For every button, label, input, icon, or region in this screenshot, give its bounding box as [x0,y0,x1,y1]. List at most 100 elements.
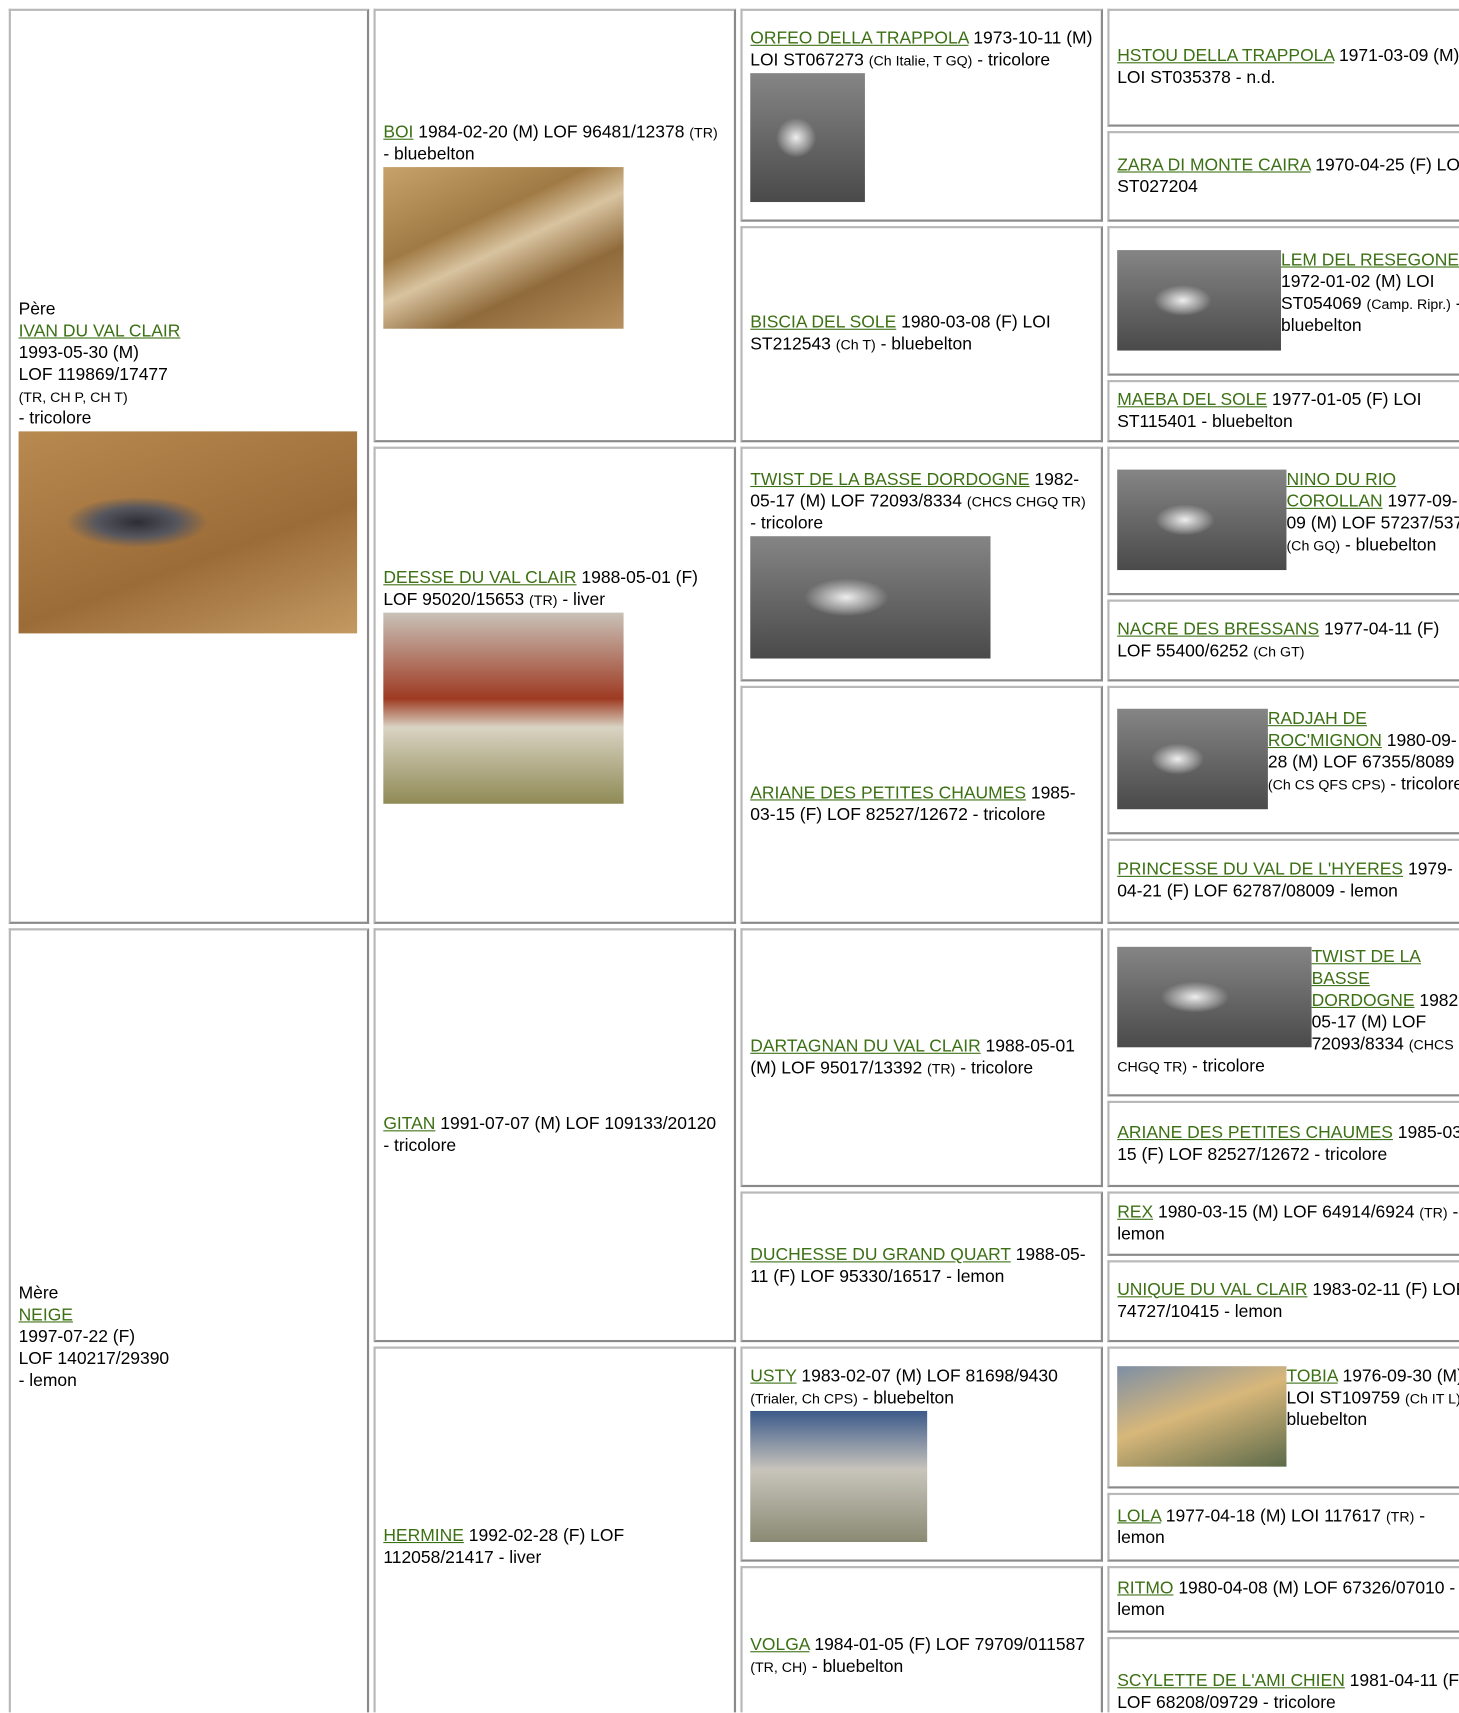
dog-details: 1992-02-28 (F) LOF 112058/21417 - liver [383,1526,625,1567]
dog-entry: DUCHESSE DU GRAND QUART 1988-05-11 (F) L… [750,1245,1093,1289]
dog-name-link[interactable]: NEIGE [18,1306,73,1325]
dog-name-link[interactable]: TWIST DE LA BASSE DORDOGNE [750,470,1030,490]
dog-details: - bluebelton [1344,536,1437,555]
dog-name-link[interactable]: ZARA DI MONTE CAIRA [1117,155,1311,175]
dog-name-link[interactable]: TOBIA [1286,1367,1338,1386]
dog-name-link[interactable]: RITMO [1117,1578,1174,1598]
dog-details: 1976-09-30 (M) LOI ST109759 [1286,1367,1459,1408]
dog-details: 1982-05-17 (M) LOF 72093/8334 [750,470,1080,512]
dog-details: 1979-04-21 (F) LOF 62787/08009 - lemon [1117,860,1453,901]
dog-entry: BOI 1984-02-20 (M) LOF 96481/12378 (TR) … [383,122,726,329]
dog-details: 1985-03-15 (F) LOF 82527/12672 - tricolo… [1117,1123,1459,1164]
dog-details: 1988-05-01 (F) LOF 95020/15653 [383,568,698,609]
dog-photo [1117,1366,1287,1467]
dog-details: - lemon [18,1371,77,1391]
dog-titles: (Ch CS QFS CPS) [1267,776,1386,793]
dog-details: - lemon [1117,1202,1459,1244]
dog-entry: HERMINE 1992-02-28 (F) LOF 112058/21417 … [383,1525,726,1569]
pedigree-cell: TOBIA 1976-09-30 (M) LOI ST109759 (Ch IT… [1107,1346,1459,1489]
dog-name-link[interactable]: PRINCESSE DU VAL DE L'HYERES [1117,860,1404,880]
pedigree-cell: DARTAGNAN DU VAL CLAIR 1988-05-01 (M) LO… [740,928,1103,1188]
pedigree-cell: MAEBA DEL SOLE 1977-01-05 (F) LOI ST1154… [1107,380,1459,443]
pedigree-cell: VOLGA 1984-01-05 (F) LOF 79709/011587 (T… [740,1566,1103,1713]
pedigree-cell: ARIANE DES PETITES CHAUMES 1985-03-15 (F… [1107,1100,1459,1188]
dog-details: 1980-04-08 (M) LOF 67326/07010 - lemon [1117,1578,1456,1619]
dog-photo [1117,708,1268,810]
dog-details: - bluebelton [383,145,475,164]
dog-entry: ARIANE DES PETITES CHAUMES 1985-03-15 (F… [750,783,1093,827]
pedigree-cell: ORFEO DELLA TRAPPOLA 1973-10-11 (M) LOI … [740,8,1103,222]
dog-name-link[interactable]: RADJAH DE ROC'MIGNON [1267,709,1382,751]
dog-details: - tricolore [750,514,824,533]
dog-titles: (TR, CH) [750,1658,808,1676]
dog-name-link[interactable]: REX [1117,1202,1154,1222]
dog-entry: DEESSE DU VAL CLAIR 1988-05-01 (F) LOF 9… [383,567,726,804]
dog-photo [18,431,358,634]
pedigree-cell: HSTOU DELLA TRAPPOLA 1971-03-09 (M) LOI … [1107,8,1459,127]
dog-entry: TWIST DE LA BASSE DORDOGNE 1982-05-17 (M… [1117,946,1459,1078]
dog-details: 1981-04-11 (F) LOF 68208/09729 - tricolo… [1117,1671,1459,1712]
pedigree-cell: PRINCESSE DU VAL DE L'HYERES 1979-04-21 … [1107,838,1459,924]
dog-name-link[interactable]: ARIANE DES PETITES CHAUMES [1117,1123,1393,1142]
dog-details: - tricolore [977,51,1051,70]
dog-name-link[interactable]: SCYLETTE DE L'AMI CHIEN [1117,1671,1345,1690]
dog-entry: ARIANE DES PETITES CHAUMES 1985-03-15 (F… [1117,1122,1459,1166]
dog-name-link[interactable]: DARTAGNAN DU VAL CLAIR [750,1036,981,1056]
dog-name-link[interactable]: NACRE DES BRESSANS [1117,619,1320,639]
dog-name-link[interactable]: LEM DEL RESEGONE [1280,250,1459,270]
dog-details: - bluebelton [1286,1410,1368,1430]
pedigree-cell: NINO DU RIO COROLLAN 1977-09-09 (M) LOF … [1107,446,1459,596]
pedigree-cell: UNIQUE DU VAL CLAIR 1983-02-11 (F) LOF 7… [1107,1260,1459,1343]
dog-details: 1977-04-18 (M) LOI 117617 [1165,1506,1382,1526]
dog-name-link[interactable]: HERMINE [383,1526,464,1545]
dog-name-link[interactable]: HSTOU DELLA TRAPPOLA [1117,46,1335,66]
dog-name-link[interactable]: BISCIA DEL SOLE [750,313,897,332]
dog-name-link[interactable]: TWIST DE LA BASSE DORDOGNE [1311,947,1421,1011]
dog-details: - bluebelton [862,1389,954,1408]
dog-name-link[interactable]: BOI [383,123,414,142]
pedigree-cell: RITMO 1980-04-08 (M) LOF 67326/07010 - l… [1107,1566,1459,1633]
dog-name-row: NEIGE [19,1305,360,1327]
dog-details: 1980-03-08 (F) LOI ST212543 [750,313,1051,354]
dog-name-row: IVAN DU VAL CLAIR [19,321,360,343]
dog-entry: VOLGA 1984-01-05 (F) LOF 79709/011587 (T… [750,1635,1093,1679]
dog-entry: LEM DEL RESEGONE 1972-01-02 (M) LOI ST05… [1117,249,1459,353]
pedigree-cell: DEESSE DU VAL CLAIR 1988-05-01 (F) LOF 9… [373,446,737,924]
dog-name-link[interactable]: MAEBA DEL SOLE [1117,390,1268,409]
dog-name-link[interactable]: USTY [750,1367,797,1386]
dog-name-link[interactable]: GITAN [383,1114,436,1134]
pedigree-cell: LEM DEL RESEGONE 1972-01-02 (M) LOI ST05… [1107,226,1459,376]
dog-details: 1993-05-30 (M) [18,344,140,363]
dog-titles: (TR) [529,591,558,608]
pedigree-cell: Père IVAN DU VAL CLAIR 1993-05-30 (M) LOF 1… [8,8,370,924]
dog-details: 1988-05-01 (M) LOF 95017/13392 [750,1036,1075,1078]
dog-name-link[interactable]: UNIQUE DU VAL CLAIR [1117,1280,1308,1300]
dog-name-link[interactable]: NINO DU RIO COROLLAN [1286,470,1397,512]
dog-titles: (Ch Italie, T GQ) [868,52,973,69]
dog-name-link[interactable]: VOLGA [750,1635,810,1655]
dog-photo [1117,469,1287,571]
dog-entry: TWIST DE LA BASSE DORDOGNE 1982-05-17 (M… [750,470,1093,659]
dog-name-link[interactable]: IVAN DU VAL CLAIR [18,322,181,341]
dog-details: LOF 140217/29390 [18,1349,170,1369]
dog-entry: BISCIA DEL SOLE 1980-03-08 (F) LOI ST212… [750,312,1093,356]
dog-titles: (TR) [1419,1204,1448,1221]
dog-details: 1983-02-07 (M) LOF 81698/9430 [801,1367,1058,1386]
dog-details: 1977-01-05 (F) LOI ST115401 - bluebelton [1117,390,1422,431]
dog-name-link[interactable]: LOLA [1117,1506,1161,1526]
dog-details: - tricolore [960,1058,1034,1078]
dog-name-link[interactable]: DEESSE DU VAL CLAIR [383,568,577,587]
dog-titles: (CHCS CHGQ TR) [966,493,1086,510]
dog-entry: LOLA 1977-04-18 (M) LOI 117617 (TR) - le… [1117,1505,1459,1549]
pedigree-cell: NACRE DES BRESSANS 1977-04-11 (F) LOF 55… [1107,599,1459,682]
pedigree-cell: TWIST DE LA BASSE DORDOGNE 1982-05-17 (M… [1107,928,1459,1097]
dog-details: 1970-04-25 (F) LOI ST027204 [1117,155,1459,197]
dog-details: - bluebelton [880,335,972,354]
dog-name-link[interactable]: ARIANE DES PETITES CHAUMES [750,784,1026,803]
dog-name-link[interactable]: DUCHESSE DU GRAND QUART [750,1246,1011,1265]
dog-photo [1117,946,1312,1048]
dog-details: 1988-05-11 (F) LOF 95330/16517 - lemon [750,1246,1086,1287]
pedigree-cell: HERMINE 1992-02-28 (F) LOF 112058/21417 … [373,1346,737,1713]
dog-name-link[interactable]: ORFEO DELLA TRAPPOLA [750,29,969,49]
